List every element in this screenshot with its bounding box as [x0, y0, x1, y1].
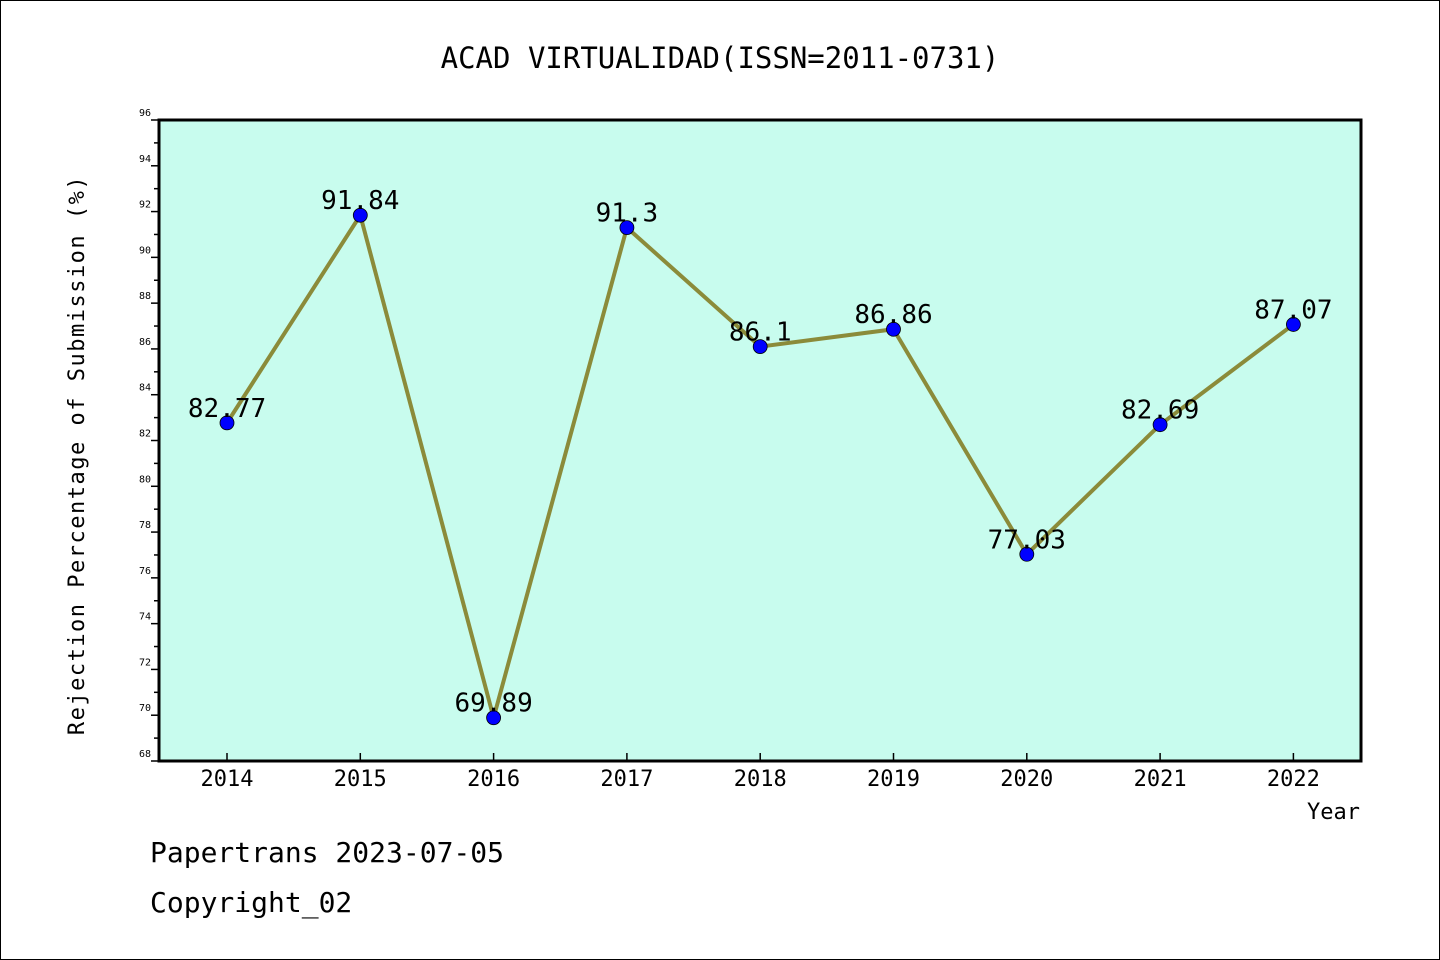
data-point [1019, 546, 1035, 562]
x-tick-label: 2015 [334, 767, 387, 792]
series-line-group: 82.77 91.84 69.89 91.3 86.1 86.86 77.03 82.69 87… [188, 186, 1333, 726]
data-point [486, 710, 502, 726]
footer-date: Papertrans 2023-07-05 [150, 836, 505, 869]
y-tick-label: 78 [139, 520, 151, 531]
data-label: 86.86 [854, 300, 932, 330]
footer-copyright: Copyright_02 [150, 886, 353, 919]
x-tick-label: 2014 [201, 767, 254, 792]
x-axis: 2014 2015 2016 2017 2018 2019 2020 2021 2022 [201, 753, 1320, 792]
data-label: 82.77 [188, 394, 266, 424]
y-tick-label: 72 [139, 657, 151, 668]
y-tick-label: 96 [139, 108, 151, 119]
data-point [1152, 417, 1168, 433]
data-point [752, 339, 768, 355]
data-label: 82.69 [1121, 396, 1199, 426]
y-tick-label: 90 [139, 245, 151, 256]
y-tick-label: 68 [139, 749, 151, 760]
data-label: 91.3 [596, 199, 659, 229]
x-tick-label: 2017 [600, 767, 653, 792]
data-point [219, 415, 235, 431]
x-tick-label: 2018 [734, 767, 787, 792]
x-axis-label: Year [1307, 800, 1360, 825]
data-point [886, 321, 901, 337]
y-axis: 68 70 72 74 76 78 80 82 84 86 88 90 92 94 96 [139, 108, 159, 762]
x-tick-label: 2019 [867, 767, 920, 792]
y-tick-label: 70 [139, 703, 151, 714]
x-tick-label: 2021 [1134, 767, 1187, 792]
x-tick-label: 2020 [1000, 767, 1053, 792]
y-tick-label: 92 [139, 200, 151, 211]
data-label: 69.89 [454, 689, 532, 719]
plot-area [157, 118, 1363, 763]
y-tick-label: 88 [139, 291, 151, 302]
y-tick-label: 84 [139, 383, 151, 394]
data-label: 91.84 [321, 186, 399, 216]
x-tick-label: 2016 [467, 767, 520, 792]
data-point [619, 220, 635, 235]
y-tick-label: 82 [139, 429, 151, 440]
data-label: 86.1 [729, 318, 792, 348]
y-axis-label: Rejection Percentage of Submission (%) [65, 175, 90, 735]
data-point [352, 207, 368, 223]
y-tick-label: 86 [139, 337, 151, 348]
data-label: 77.03 [988, 525, 1066, 555]
x-tick-label: 2022 [1267, 767, 1320, 792]
data-label: 87.07 [1254, 295, 1332, 325]
y-tick-label: 80 [139, 474, 151, 485]
y-tick-label: 94 [139, 154, 151, 165]
y-tick-label: 74 [139, 612, 151, 623]
chart-title: ACAD VIRTUALIDAD(ISSN=2011-0731) [441, 41, 1000, 75]
data-point [1286, 317, 1301, 332]
y-tick-label: 76 [139, 566, 151, 577]
